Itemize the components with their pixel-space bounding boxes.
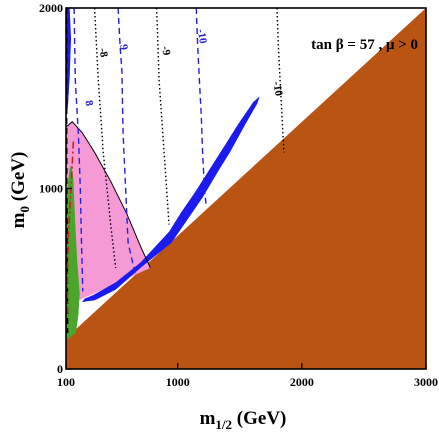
stau-lsp-excluded-region — [66, 8, 426, 369]
gmu-2-favored-region — [66, 121, 151, 301]
x-axis-label-main: m — [200, 408, 216, 429]
x-axis-label-sub: 1/2 — [215, 417, 232, 432]
plot-area — [66, 8, 426, 369]
x-axis-label-unit: (GeV) — [232, 408, 286, 429]
y-tick-label-2: 2000 — [39, 1, 63, 15]
y-tick-label-0: 0 — [57, 362, 63, 376]
gmu-boundary-contour — [66, 121, 151, 269]
y-axis-label-unit: (GeV) — [8, 152, 29, 206]
x-tick-label-3: 3000 — [414, 375, 438, 389]
contour-label-4: -9 — [159, 45, 172, 57]
x-axis-label: m1/2 (GeV) — [200, 408, 287, 432]
contour-label-5: -10 — [270, 80, 284, 97]
x-tick-label-0: 100 — [57, 375, 75, 389]
y-axis-label-main: m — [8, 212, 29, 228]
blue-dash-10-contour — [195, 8, 207, 207]
annotation: tan β = 57 , μ > 0 — [311, 37, 418, 53]
contour-label-0: 8 — [82, 99, 95, 107]
contour-labels: 8 9 -10 -8 -9 -10 — [82, 28, 284, 107]
black-dot-9-contour — [155, 8, 170, 225]
axis-ticks: 100 1000 2000 3000 0 1000 2000 — [39, 1, 438, 389]
higgs-bound-contour — [66, 141, 75, 315]
y-tick-label-1: 1000 — [39, 182, 63, 196]
contour-label-1: 9 — [117, 43, 130, 51]
y-axis-label-sub: 0 — [17, 206, 32, 213]
contour-label-3: -8 — [96, 47, 109, 59]
x-tick-label-1: 1000 — [166, 375, 190, 389]
blue-dash-9-contour — [117, 8, 137, 276]
bsgamma-excluded-region — [66, 165, 80, 341]
black-dot-10-contour — [276, 8, 285, 153]
blue-dash-8-contour — [73, 8, 84, 292]
contour-label-2: -10 — [195, 28, 209, 45]
x-tick-label-2: 2000 — [290, 375, 314, 389]
y-axis-label: m0 (GeV) — [8, 152, 32, 229]
